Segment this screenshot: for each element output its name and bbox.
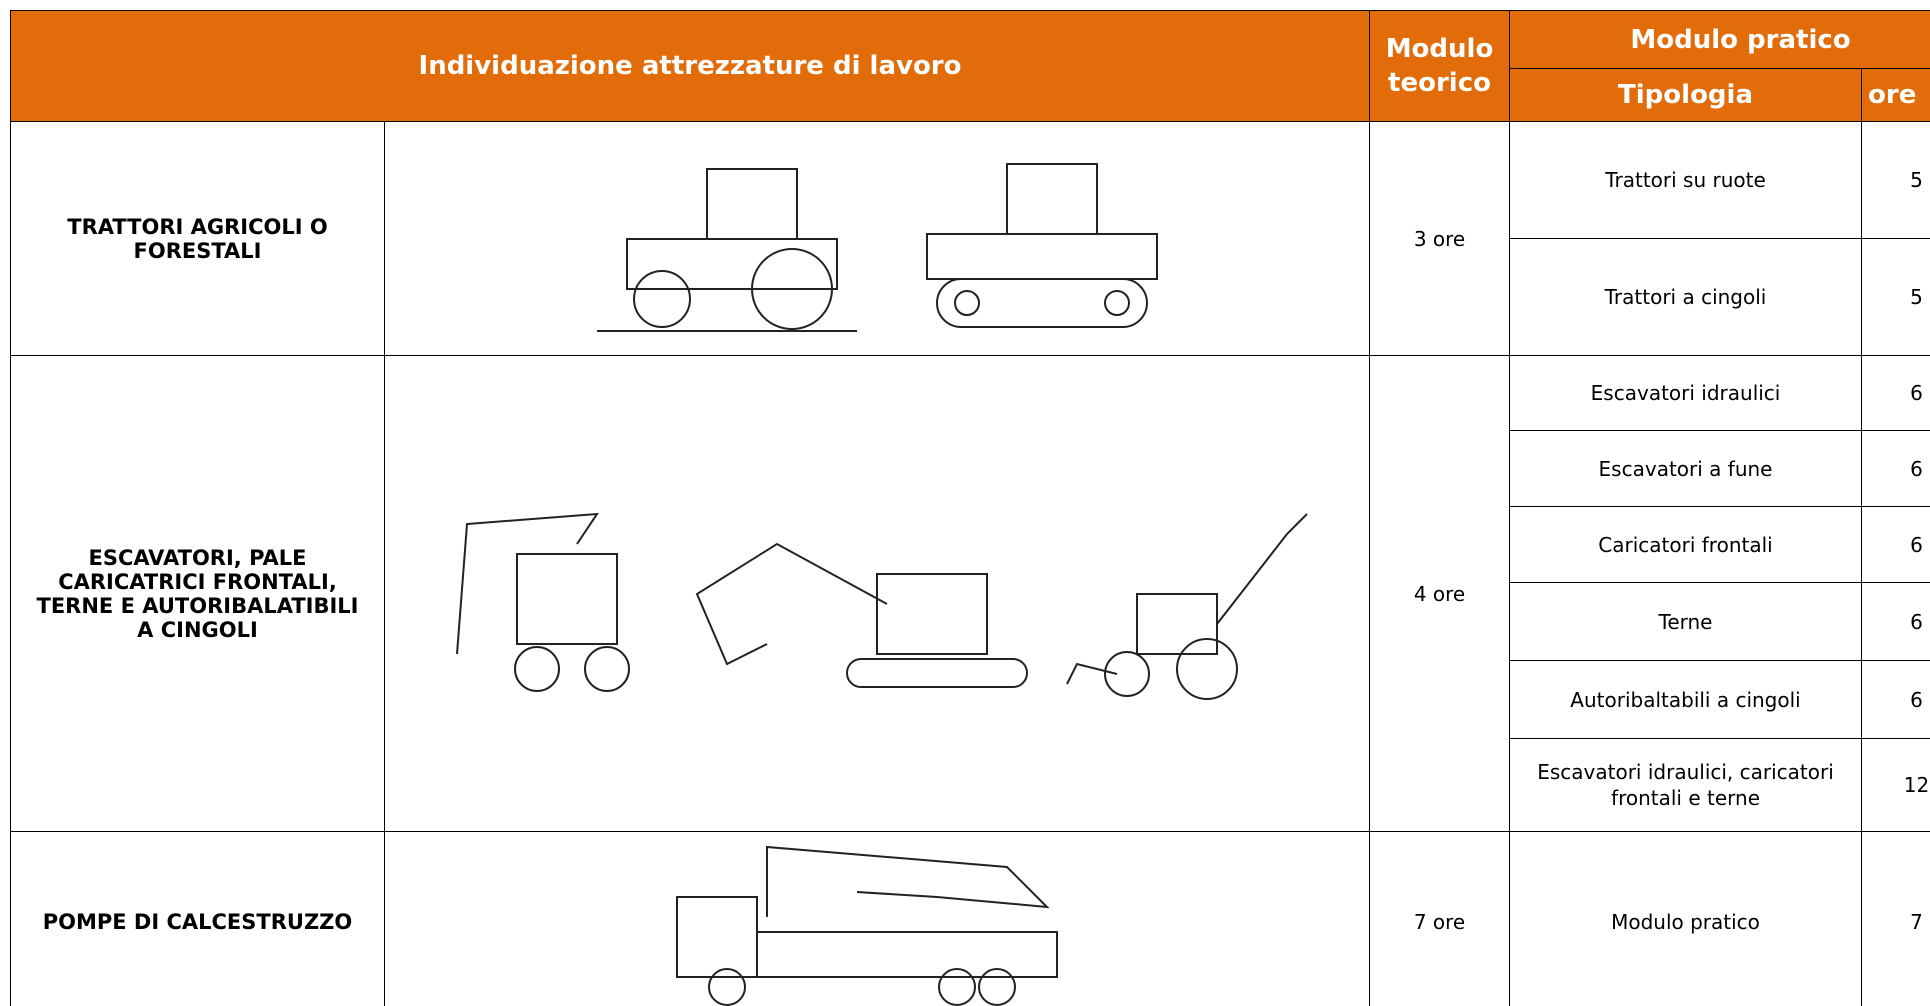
hours: 7 <box>1861 831 1930 1006</box>
hours: 12 <box>1861 738 1930 832</box>
type: Escavatori idraulici, caricatori frontal… <box>1509 738 1863 832</box>
header-title: Individuazione attrezzature di lavoro <box>9 10 1371 122</box>
theory-hours: 7 ore <box>1369 831 1511 1006</box>
type: Trattori a cingoli <box>1509 238 1863 356</box>
category: POMPE DI CALCESTRUZZO <box>10 831 385 1006</box>
header-practical: Modulo pratico <box>1509 10 1930 69</box>
course-table: Individuazione attrezzature di lavoro Mo… <box>9 10 1930 1006</box>
category: TRATTORI AGRICOLI O FORESTALI <box>10 121 385 356</box>
type: Terne <box>1509 582 1863 661</box>
image-cell <box>383 355 1371 832</box>
pump-truck-drawing <box>676 845 1058 1006</box>
image-cell <box>383 831 1371 1006</box>
type: Trattori su ruote <box>1509 121 1863 239</box>
hours: 6 <box>1861 430 1930 507</box>
type: Modulo pratico <box>1509 831 1863 1006</box>
hours: 6 <box>1861 355 1930 431</box>
header-type: Tipologia <box>1509 68 1863 122</box>
hours: 6 <box>1861 506 1930 583</box>
image-cell <box>383 121 1371 356</box>
header-theory: Modulo teorico <box>1369 10 1511 122</box>
category: ESCAVATORI, PALE CARICATRICI FRONTALI, T… <box>10 355 385 832</box>
hours: 6 <box>1861 582 1930 661</box>
theory-hours: 4 ore <box>1369 355 1511 832</box>
type: Escavatori a fune <box>1509 430 1863 507</box>
hours: 6 <box>1861 660 1930 739</box>
type: Escavatori idraulici <box>1509 355 1863 431</box>
hours: 5 <box>1861 121 1930 239</box>
type: Autoribaltabili a cingoli <box>1509 660 1863 739</box>
header-hours: ore <box>1861 68 1930 122</box>
tractor-drawings <box>597 162 1158 332</box>
excavator-drawings <box>456 512 1308 700</box>
type: Caricatori frontali <box>1509 506 1863 583</box>
theory-hours: 3 ore <box>1369 121 1511 356</box>
hours: 5 <box>1861 238 1930 356</box>
